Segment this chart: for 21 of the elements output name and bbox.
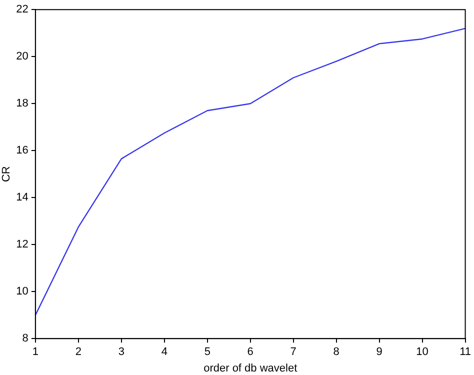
x-tick-label: 5 — [204, 346, 210, 358]
x-tick-label: 3 — [118, 346, 124, 358]
x-tick-label: 4 — [161, 346, 168, 358]
y-tick-label: 18 — [16, 98, 28, 110]
x-tick-label: 1 — [32, 346, 38, 358]
y-axis-title: CR — [0, 166, 13, 182]
x-tick-label: 11 — [460, 346, 471, 358]
y-tick-label: 22 — [16, 4, 28, 16]
y-tick-label: 12 — [16, 238, 28, 251]
x-tick-label: 9 — [376, 346, 382, 358]
y-tick-label: 20 — [16, 50, 28, 63]
x-tick-label: 8 — [333, 346, 340, 358]
x-tick-label: 7 — [290, 346, 296, 358]
y-tick-label: 10 — [16, 286, 28, 298]
x-tick-label: 6 — [247, 346, 254, 358]
x-tick-label: 2 — [75, 346, 82, 358]
y-tick-label: 16 — [16, 144, 28, 157]
y-tick-label: 8 — [22, 332, 28, 345]
y-tick-label: 14 — [16, 192, 28, 204]
x-axis-title: order of db wavelet — [204, 362, 298, 374]
x-tick-label: 10 — [416, 346, 428, 358]
